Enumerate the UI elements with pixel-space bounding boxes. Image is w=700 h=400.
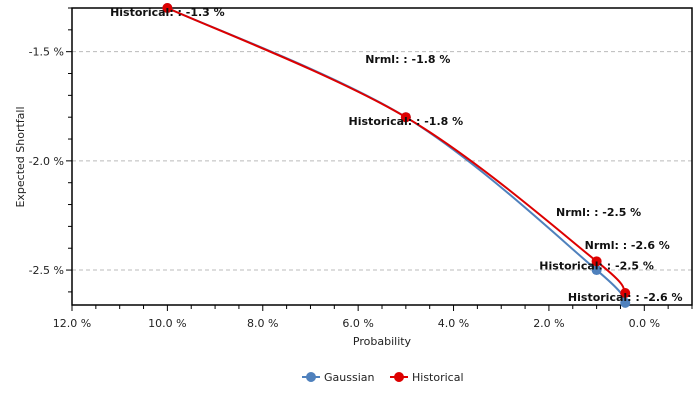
legend-label-historical: Historical xyxy=(412,371,464,384)
data-label: Historical: : -2.5 % xyxy=(539,259,654,272)
legend-marker-historical xyxy=(394,372,404,382)
series-line-historical xyxy=(166,7,627,294)
x-tick-label: 12.0 % xyxy=(53,317,91,330)
y-tick-label: -2.0 % xyxy=(29,155,64,168)
x-tick-label: 0.0 % xyxy=(629,317,660,330)
data-label: Nrml: : -2.6 % xyxy=(585,239,670,252)
data-label: Nrml: : -1.8 % xyxy=(365,53,450,66)
data-label: Historical: : -1.3 % xyxy=(110,6,225,19)
y-tick-label: -2.5 % xyxy=(29,264,64,277)
data-label: Historical: : -2.6 % xyxy=(568,291,683,304)
data-label: Historical: : -1.8 % xyxy=(349,115,464,128)
data-point-historical xyxy=(620,287,631,298)
x-tick-label: 10.0 % xyxy=(148,317,186,330)
data-point-gaussian xyxy=(620,297,631,308)
data-point-historical xyxy=(162,3,173,13)
legend-marker-gaussian xyxy=(306,372,316,382)
x-tick-label: 6.0 % xyxy=(342,317,373,330)
data-point-historical xyxy=(591,256,602,267)
x-tick-label: 2.0 % xyxy=(533,317,564,330)
x-axis-title: Probability xyxy=(353,335,412,348)
data-point-historical xyxy=(400,112,411,123)
x-tick-label: 8.0 % xyxy=(247,317,278,330)
data-label: Nrml: : -2.5 % xyxy=(556,206,641,219)
legend-label-gaussian: Gaussian xyxy=(324,371,374,384)
x-tick-label: 4.0 % xyxy=(438,317,469,330)
data-point-gaussian xyxy=(591,265,602,276)
y-tick-label: -1.5 % xyxy=(29,46,64,59)
y-axis-title: Expected Shortfall xyxy=(14,106,27,207)
